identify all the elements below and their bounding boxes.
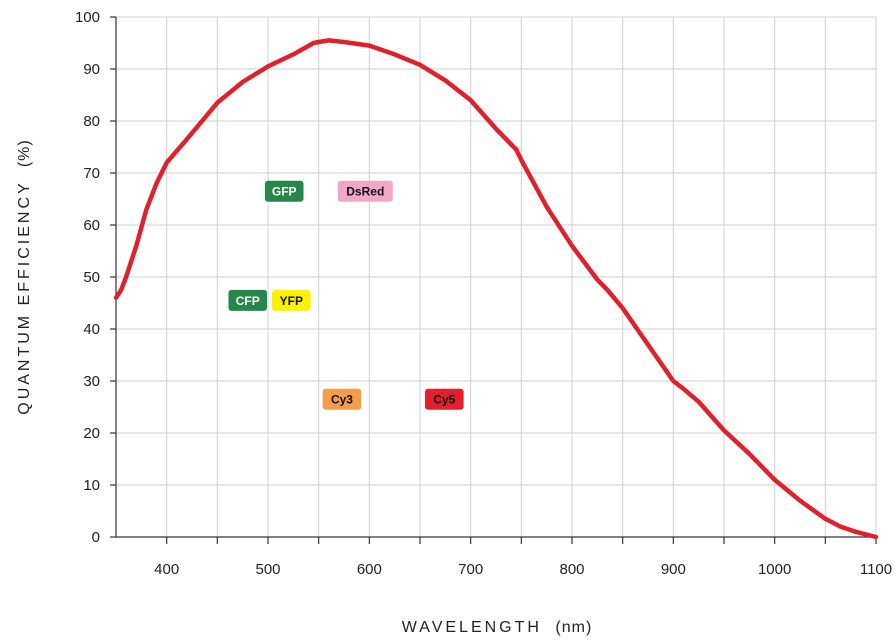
- y-tick-label: 50: [83, 269, 100, 286]
- y-tick-label: 40: [83, 321, 100, 338]
- y-tick-label: 70: [83, 165, 100, 182]
- y-axis-title: QUANTUM EFFICIENCY (%): [16, 139, 33, 415]
- x-axis-unit: (nm): [555, 619, 592, 636]
- y-tick-label: 80: [83, 113, 100, 130]
- axes: [110, 16, 877, 544]
- series-group: [113, 38, 879, 540]
- fluorophore-tag: CFP: [228, 289, 268, 311]
- tick-labels: 400 500 600 700 800 900 1000 1100 0 10 20 30 40 50 60 7…: [75, 9, 892, 578]
- y-tick-label: 20: [83, 425, 100, 442]
- x-tick-label: 400: [154, 561, 179, 578]
- fluorophore-tag-background: [322, 388, 362, 410]
- x-tick-label: 500: [255, 561, 280, 578]
- y-tick-label: 60: [83, 217, 100, 234]
- fluorophore-tag-label: GFP: [272, 185, 297, 199]
- x-tick-label: 1100: [860, 561, 892, 578]
- fluorophore-tag-background: [228, 289, 268, 311]
- fluorophore-tag-background: [264, 180, 304, 202]
- fluorophore-tag-label: Cy5: [433, 393, 455, 407]
- fluorophore-tag-label: DsRed: [346, 185, 384, 199]
- fluorophore-tag: GFP: [264, 180, 304, 202]
- y-tick-label: 90: [83, 61, 100, 78]
- fluorophore-tag: DsRed: [337, 180, 393, 202]
- fluorophore-tag: YFP: [272, 289, 311, 311]
- y-tick-label: 0: [92, 529, 100, 546]
- x-tick-label: 800: [559, 561, 584, 578]
- fluorophore-tag: Cy5: [425, 388, 464, 410]
- x-tick-label: 900: [661, 561, 686, 578]
- fluorophore-tags: GFP DsRed CFP YFP Cy3 Cy5: [228, 180, 464, 410]
- fluorophore-tag-label: YFP: [280, 294, 303, 308]
- y-axis-title-text: QUANTUM EFFICIENCY: [16, 181, 33, 415]
- series-line: [113, 38, 879, 540]
- fluorophore-tag-label: CFP: [236, 294, 260, 308]
- x-axis-title-text: WAVELENGTH: [402, 619, 542, 636]
- y-tick-label: 10: [83, 477, 100, 494]
- x-axis-title: WAVELENGTH (nm): [402, 619, 593, 636]
- fluorophore-tag-background: [425, 388, 464, 410]
- x-tick-label: 1000: [758, 561, 791, 578]
- fluorophore-tag-background: [272, 289, 311, 311]
- y-tick-label: 100: [75, 9, 100, 26]
- y-axis-unit: (%): [16, 139, 33, 167]
- fluorophore-tag-label: Cy3: [331, 393, 353, 407]
- grid-lines: [116, 16, 877, 537]
- x-tick-label: 600: [357, 561, 382, 578]
- x-tick-label: 700: [458, 561, 483, 578]
- fluorophore-tag-background: [337, 180, 393, 202]
- fluorophore-tag: Cy3: [322, 388, 362, 410]
- y-tick-label: 30: [83, 373, 100, 390]
